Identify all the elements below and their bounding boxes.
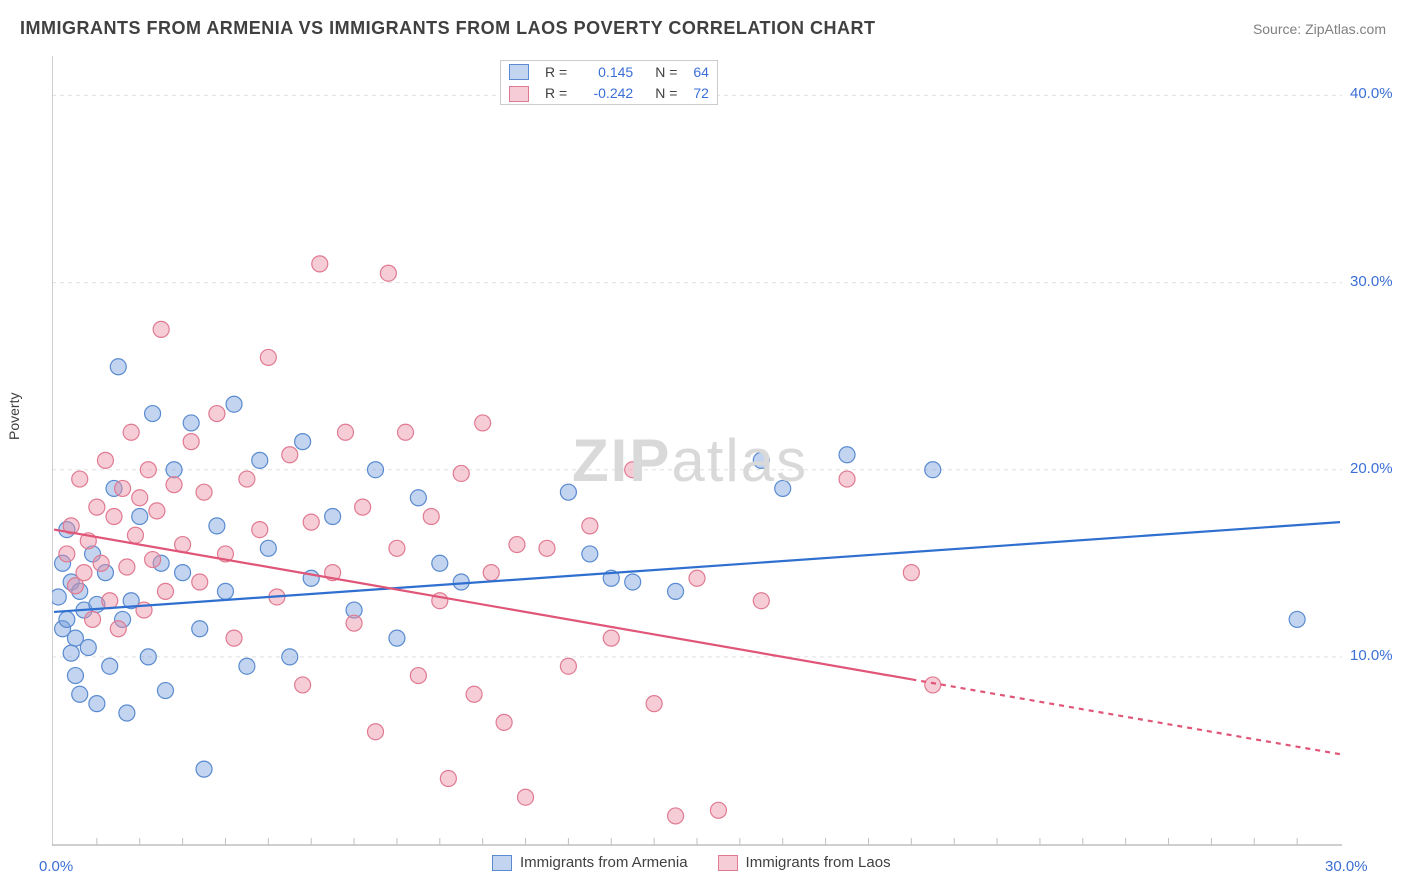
y-tick-label: 40.0% bbox=[1350, 85, 1393, 102]
y-tick-label: 20.0% bbox=[1350, 460, 1393, 477]
y-tick-label: 10.0% bbox=[1350, 647, 1393, 664]
chart-area: ZIPatlas R =0.145N =64R =-0.242N =72 Imm… bbox=[52, 56, 1342, 846]
x-tick-label: 0.0% bbox=[39, 858, 73, 875]
series-legend: Immigrants from Armenia Immigrants from L… bbox=[492, 854, 891, 871]
source-label: Source: ZipAtlas.com bbox=[1253, 21, 1386, 37]
y-axis-label: Poverty bbox=[6, 393, 22, 440]
stats-legend: R =0.145N =64R =-0.242N =72 bbox=[500, 60, 718, 105]
legend-item: Immigrants from Armenia bbox=[492, 854, 688, 871]
legend-item: Immigrants from Laos bbox=[718, 854, 891, 871]
chart-title: IMMIGRANTS FROM ARMENIA VS IMMIGRANTS FR… bbox=[20, 18, 875, 39]
y-tick-label: 30.0% bbox=[1350, 273, 1393, 290]
x-tick-label: 30.0% bbox=[1325, 858, 1368, 875]
scatter-chart bbox=[52, 56, 1342, 846]
